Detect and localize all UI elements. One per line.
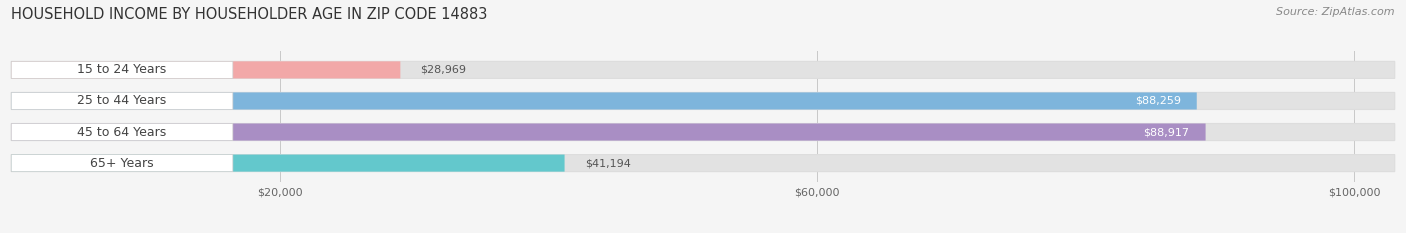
Text: $88,259: $88,259 (1135, 96, 1181, 106)
Text: $28,969: $28,969 (420, 65, 467, 75)
FancyBboxPatch shape (11, 93, 1395, 110)
FancyBboxPatch shape (11, 154, 1395, 172)
Text: Source: ZipAtlas.com: Source: ZipAtlas.com (1277, 7, 1395, 17)
FancyBboxPatch shape (11, 61, 1395, 79)
FancyBboxPatch shape (11, 61, 401, 79)
FancyBboxPatch shape (11, 154, 233, 172)
FancyBboxPatch shape (11, 123, 233, 140)
Text: $41,194: $41,194 (585, 158, 631, 168)
FancyBboxPatch shape (11, 154, 565, 172)
FancyBboxPatch shape (11, 93, 1197, 110)
Text: 15 to 24 Years: 15 to 24 Years (77, 63, 167, 76)
Text: $88,917: $88,917 (1143, 127, 1189, 137)
FancyBboxPatch shape (11, 61, 233, 79)
Text: 65+ Years: 65+ Years (90, 157, 153, 170)
Text: 25 to 44 Years: 25 to 44 Years (77, 94, 167, 107)
Text: HOUSEHOLD INCOME BY HOUSEHOLDER AGE IN ZIP CODE 14883: HOUSEHOLD INCOME BY HOUSEHOLDER AGE IN Z… (11, 7, 488, 22)
FancyBboxPatch shape (11, 123, 1205, 140)
FancyBboxPatch shape (11, 93, 233, 110)
Text: 45 to 64 Years: 45 to 64 Years (77, 126, 167, 139)
FancyBboxPatch shape (11, 123, 1395, 140)
